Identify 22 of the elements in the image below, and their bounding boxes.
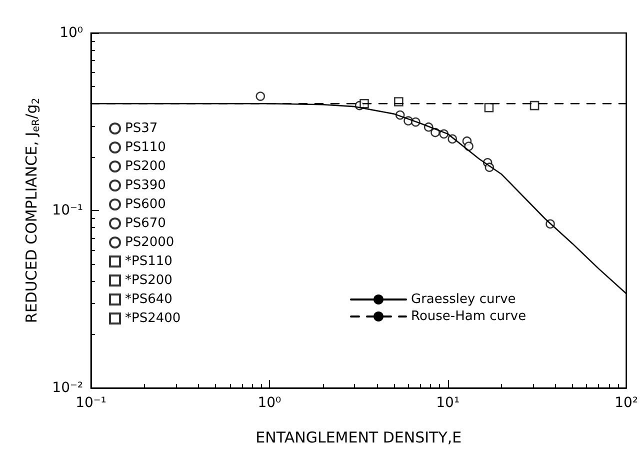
legend-label: PS670 — [125, 216, 166, 231]
x-tick-label: 10⁰ — [258, 395, 282, 411]
legend-label: Rouse-Ham curve — [411, 309, 526, 324]
y-tick-label: 10⁰ — [60, 25, 84, 41]
legend-label: PS600 — [125, 197, 166, 212]
legend-label: PS37 — [125, 121, 158, 136]
x-tick-label: 10⁻¹ — [76, 395, 106, 411]
legend-label: PS2000 — [125, 235, 174, 250]
y-tick-label: 10⁻² — [52, 380, 83, 396]
legend-label: *PS110 — [125, 254, 172, 269]
y-tick-label: 10⁻¹ — [52, 202, 83, 218]
y-axis-title: REDUCED COMPLIANCE, JeR/g2 — [22, 98, 42, 324]
legend-label: Graessley curve — [411, 292, 516, 307]
legend-label: PS110 — [125, 140, 166, 155]
legend-label: *PS200 — [125, 273, 172, 288]
legend-label: *PS640 — [125, 292, 172, 307]
x-tick-label: 10¹ — [436, 395, 460, 411]
x-axis-title: ENTANGLEMENT DENSITY,E — [256, 428, 462, 446]
legend-label: *PS2400 — [125, 311, 181, 326]
x-tick-label: 10² — [614, 395, 638, 411]
legend-label: PS200 — [125, 159, 166, 174]
legend-label: PS390 — [125, 178, 166, 193]
